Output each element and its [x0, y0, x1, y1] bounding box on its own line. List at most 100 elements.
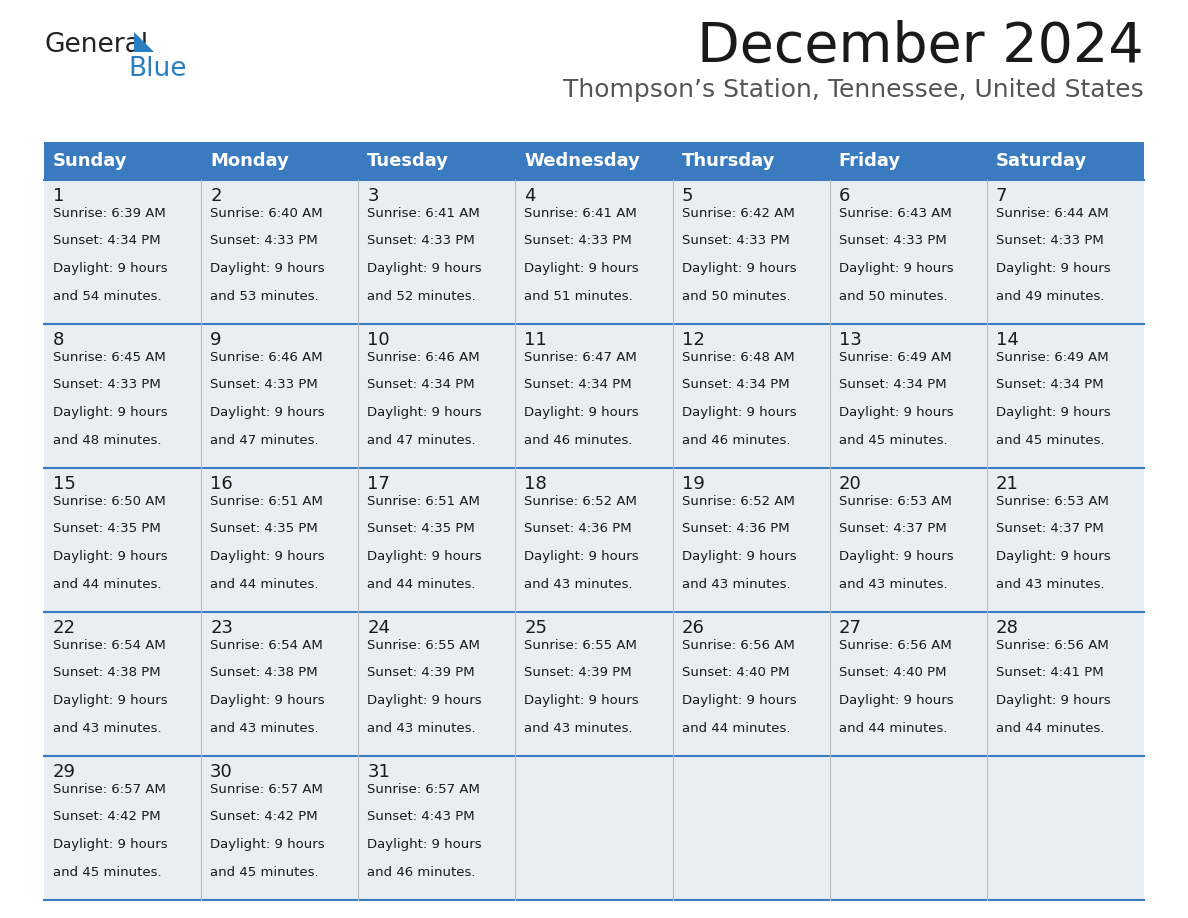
- Text: 31: 31: [367, 763, 390, 781]
- Text: Daylight: 9 hours: Daylight: 9 hours: [367, 550, 482, 563]
- Text: 24: 24: [367, 619, 391, 637]
- Text: Daylight: 9 hours: Daylight: 9 hours: [53, 550, 168, 563]
- Text: and 43 minutes.: and 43 minutes.: [996, 577, 1105, 590]
- Text: Sunset: 4:36 PM: Sunset: 4:36 PM: [682, 522, 789, 535]
- Text: December 2024: December 2024: [697, 20, 1144, 74]
- Text: Sunset: 4:34 PM: Sunset: 4:34 PM: [367, 378, 475, 391]
- Text: and 50 minutes.: and 50 minutes.: [682, 289, 790, 303]
- Text: and 43 minutes.: and 43 minutes.: [210, 722, 318, 734]
- Text: and 54 minutes.: and 54 minutes.: [53, 289, 162, 303]
- Text: Sunset: 4:40 PM: Sunset: 4:40 PM: [682, 666, 789, 679]
- Text: Daylight: 9 hours: Daylight: 9 hours: [996, 406, 1111, 419]
- Text: Sunrise: 6:39 AM: Sunrise: 6:39 AM: [53, 207, 166, 220]
- Text: Daylight: 9 hours: Daylight: 9 hours: [524, 262, 639, 275]
- Text: Sunset: 4:36 PM: Sunset: 4:36 PM: [524, 522, 632, 535]
- Text: and 48 minutes.: and 48 minutes.: [53, 433, 162, 446]
- Text: 29: 29: [53, 763, 76, 781]
- Text: Sunset: 4:35 PM: Sunset: 4:35 PM: [53, 522, 160, 535]
- Text: and 45 minutes.: and 45 minutes.: [996, 433, 1105, 446]
- Text: 30: 30: [210, 763, 233, 781]
- Text: Sunset: 4:37 PM: Sunset: 4:37 PM: [839, 522, 947, 535]
- Bar: [829, 142, 987, 180]
- Text: Sunrise: 6:57 AM: Sunrise: 6:57 AM: [210, 783, 323, 796]
- Text: and 44 minutes.: and 44 minutes.: [367, 577, 475, 590]
- Polygon shape: [134, 32, 154, 52]
- Text: Sunset: 4:41 PM: Sunset: 4:41 PM: [996, 666, 1104, 679]
- Text: Wednesday: Wednesday: [524, 152, 640, 170]
- Text: and 46 minutes.: and 46 minutes.: [524, 433, 633, 446]
- Text: Sunrise: 6:41 AM: Sunrise: 6:41 AM: [367, 207, 480, 220]
- Text: Sunset: 4:33 PM: Sunset: 4:33 PM: [210, 378, 318, 391]
- Text: Sunset: 4:34 PM: Sunset: 4:34 PM: [839, 378, 947, 391]
- Text: Sunrise: 6:56 AM: Sunrise: 6:56 AM: [996, 639, 1108, 652]
- Text: and 43 minutes.: and 43 minutes.: [524, 722, 633, 734]
- Text: Daylight: 9 hours: Daylight: 9 hours: [210, 694, 324, 707]
- Text: Daylight: 9 hours: Daylight: 9 hours: [367, 262, 482, 275]
- Text: and 43 minutes.: and 43 minutes.: [367, 722, 476, 734]
- Text: Sunrise: 6:46 AM: Sunrise: 6:46 AM: [367, 351, 480, 364]
- Text: Daylight: 9 hours: Daylight: 9 hours: [210, 838, 324, 851]
- Text: 27: 27: [839, 619, 861, 637]
- Text: Daylight: 9 hours: Daylight: 9 hours: [524, 550, 639, 563]
- Text: and 45 minutes.: and 45 minutes.: [53, 866, 162, 879]
- Text: and 51 minutes.: and 51 minutes.: [524, 289, 633, 303]
- Text: Monday: Monday: [210, 152, 289, 170]
- Text: Sunrise: 6:53 AM: Sunrise: 6:53 AM: [839, 495, 952, 508]
- Text: Sunrise: 6:51 AM: Sunrise: 6:51 AM: [367, 495, 480, 508]
- Text: and 46 minutes.: and 46 minutes.: [367, 866, 475, 879]
- Text: Sunset: 4:34 PM: Sunset: 4:34 PM: [53, 234, 160, 248]
- Text: Saturday: Saturday: [996, 152, 1087, 170]
- Text: 13: 13: [839, 331, 861, 349]
- Text: Sunrise: 6:46 AM: Sunrise: 6:46 AM: [210, 351, 323, 364]
- Text: 3: 3: [367, 187, 379, 205]
- Text: Thursday: Thursday: [682, 152, 775, 170]
- Text: 25: 25: [524, 619, 548, 637]
- Text: 26: 26: [682, 619, 704, 637]
- Text: and 47 minutes.: and 47 minutes.: [210, 433, 318, 446]
- Text: 5: 5: [682, 187, 693, 205]
- Text: Sunset: 4:33 PM: Sunset: 4:33 PM: [210, 234, 318, 248]
- Text: Sunset: 4:40 PM: Sunset: 4:40 PM: [839, 666, 946, 679]
- Text: Daylight: 9 hours: Daylight: 9 hours: [839, 262, 953, 275]
- Text: Daylight: 9 hours: Daylight: 9 hours: [53, 262, 168, 275]
- Text: and 47 minutes.: and 47 minutes.: [367, 433, 476, 446]
- Text: Sunset: 4:37 PM: Sunset: 4:37 PM: [996, 522, 1104, 535]
- Bar: [987, 142, 1144, 180]
- Text: Daylight: 9 hours: Daylight: 9 hours: [367, 838, 482, 851]
- Text: Sunset: 4:35 PM: Sunset: 4:35 PM: [210, 522, 318, 535]
- Text: Sunday: Sunday: [53, 152, 127, 170]
- Bar: [44, 180, 1144, 324]
- Text: Sunset: 4:33 PM: Sunset: 4:33 PM: [367, 234, 475, 248]
- Text: 20: 20: [839, 475, 861, 493]
- Text: Daylight: 9 hours: Daylight: 9 hours: [682, 406, 796, 419]
- Text: Sunrise: 6:53 AM: Sunrise: 6:53 AM: [996, 495, 1108, 508]
- Text: Sunset: 4:38 PM: Sunset: 4:38 PM: [53, 666, 160, 679]
- Text: 6: 6: [839, 187, 851, 205]
- Text: Sunrise: 6:57 AM: Sunrise: 6:57 AM: [367, 783, 480, 796]
- Text: Daylight: 9 hours: Daylight: 9 hours: [53, 694, 168, 707]
- Text: Daylight: 9 hours: Daylight: 9 hours: [682, 262, 796, 275]
- Text: and 43 minutes.: and 43 minutes.: [682, 577, 790, 590]
- Text: 21: 21: [996, 475, 1019, 493]
- Text: Sunrise: 6:48 AM: Sunrise: 6:48 AM: [682, 351, 795, 364]
- Text: Daylight: 9 hours: Daylight: 9 hours: [839, 406, 953, 419]
- Text: Thompson’s Station, Tennessee, United States: Thompson’s Station, Tennessee, United St…: [563, 78, 1144, 102]
- Text: and 50 minutes.: and 50 minutes.: [839, 289, 947, 303]
- Text: 15: 15: [53, 475, 76, 493]
- Text: Sunset: 4:42 PM: Sunset: 4:42 PM: [53, 811, 160, 823]
- Text: Sunrise: 6:52 AM: Sunrise: 6:52 AM: [682, 495, 795, 508]
- Text: Daylight: 9 hours: Daylight: 9 hours: [367, 406, 482, 419]
- Text: 28: 28: [996, 619, 1019, 637]
- Text: Sunset: 4:33 PM: Sunset: 4:33 PM: [53, 378, 160, 391]
- Text: Sunrise: 6:43 AM: Sunrise: 6:43 AM: [839, 207, 952, 220]
- Bar: [44, 468, 1144, 612]
- Text: Daylight: 9 hours: Daylight: 9 hours: [682, 694, 796, 707]
- Text: 10: 10: [367, 331, 390, 349]
- Text: and 44 minutes.: and 44 minutes.: [839, 722, 947, 734]
- Bar: [44, 324, 1144, 468]
- Text: Sunrise: 6:54 AM: Sunrise: 6:54 AM: [53, 639, 166, 652]
- Text: Daylight: 9 hours: Daylight: 9 hours: [210, 406, 324, 419]
- Text: and 43 minutes.: and 43 minutes.: [53, 722, 162, 734]
- Text: Sunrise: 6:45 AM: Sunrise: 6:45 AM: [53, 351, 166, 364]
- Text: and 44 minutes.: and 44 minutes.: [53, 577, 162, 590]
